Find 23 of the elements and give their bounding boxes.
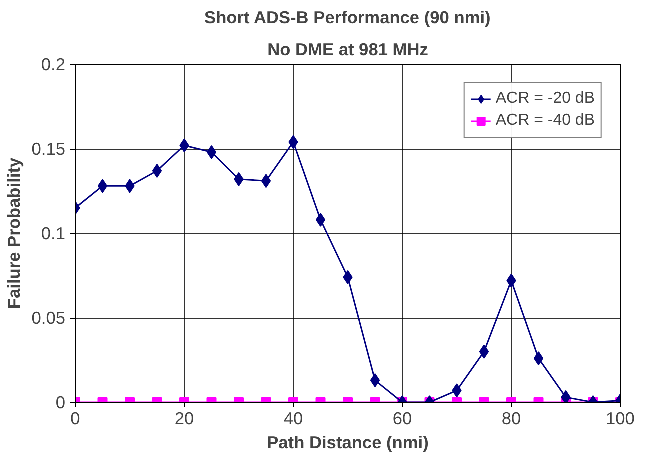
legend-label: ACR = -40 dB (496, 112, 595, 130)
x-tick-label: 60 (392, 408, 412, 428)
point (152, 164, 162, 178)
point (206, 145, 217, 160)
y-axis-title: Failure Probability (4, 158, 24, 310)
point (316, 212, 326, 227)
point (561, 390, 571, 402)
y-tick-label: 0.15 (32, 139, 66, 159)
y-tick-label: 0.2 (41, 54, 66, 74)
y-tick-label: 0.05 (32, 308, 66, 328)
y-tick-label: 0 (56, 392, 66, 412)
legend-label: ACR = -20 dB (496, 90, 595, 108)
y-tick-label: 0.1 (41, 224, 66, 244)
x-tick-label: 100 (606, 408, 635, 428)
x-tick-label: 40 (284, 408, 304, 428)
chart-subtitle: No DME at 981 MHz (268, 40, 429, 60)
point (261, 174, 272, 188)
x-tick-label: 0 (70, 408, 80, 428)
x-tick-label: 80 (502, 408, 522, 428)
chart-title: Short ADS-B Performance (90 nmi) (204, 8, 491, 28)
point (98, 179, 108, 194)
x-tick-label: 20 (174, 408, 194, 428)
x-axis-title: Path Distance (nmi) (267, 432, 429, 452)
